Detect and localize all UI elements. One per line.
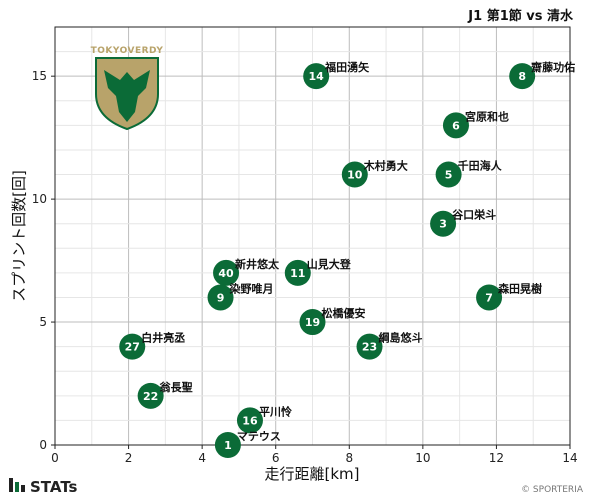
point-label: 染野唯月 — [230, 281, 274, 295]
point-marker — [299, 309, 326, 336]
point-number: 27 — [125, 341, 140, 354]
point-number: 7 — [485, 291, 493, 304]
point-number: 8 — [518, 70, 526, 83]
point-label: 齋藤功佑 — [530, 60, 575, 74]
y-tick-label: 0 — [39, 438, 47, 452]
eagle-icon — [104, 70, 150, 122]
point-label: マテウス — [237, 430, 281, 443]
x-tick-label: 8 — [345, 451, 353, 465]
point-number: 16 — [242, 414, 258, 427]
y-tick-label: 15 — [32, 69, 47, 83]
data-point: 6 宮原和也 — [442, 109, 509, 139]
point-label: 山見大登 — [307, 257, 352, 271]
point-number: 22 — [143, 390, 158, 403]
point-label: 松橋優安 — [322, 306, 366, 320]
team-logo: TOKYOVERDY — [91, 46, 164, 131]
point-label: 谷口栄斗 — [452, 208, 496, 222]
data-point: 3 谷口栄斗 — [430, 208, 496, 237]
point-marker — [430, 210, 457, 237]
y-axis: 0 5 10 15 — [32, 69, 55, 452]
x-axis-title: 走行距離[km] — [264, 465, 359, 483]
point-number: 9 — [217, 291, 225, 304]
stats-logo-icon — [9, 478, 13, 492]
point-marker — [214, 432, 241, 458]
point-label: 木村勇大 — [363, 159, 408, 173]
point-marker — [303, 63, 330, 90]
point-label: 綱島悠斗 — [379, 331, 423, 345]
point-number: 6 — [452, 119, 460, 132]
point-label: 新井悠太 — [235, 257, 280, 271]
point-number: 1 — [224, 439, 232, 452]
y-axis-title: スプリント回数[回] — [10, 170, 28, 302]
stats-brand-text: STATs — [30, 478, 78, 496]
point-marker — [356, 333, 383, 360]
point-marker — [435, 161, 462, 188]
point-marker — [476, 284, 503, 311]
point-number: 19 — [305, 316, 320, 329]
point-label: 白井亮丞 — [141, 331, 185, 345]
y-tick-label: 5 — [39, 315, 47, 329]
point-number: 11 — [290, 267, 305, 280]
point-label: 千田海人 — [458, 159, 503, 173]
point-number: 14 — [309, 70, 325, 83]
point-number: 3 — [439, 218, 447, 231]
point-label: 平川怜 — [259, 404, 292, 418]
y-tick-label: 10 — [32, 192, 47, 206]
chart-title: J1 第1節 vs 清水 — [467, 8, 574, 24]
point-label: 宮原和也 — [465, 109, 509, 123]
data-point: 9 染野唯月 — [207, 281, 274, 311]
point-marker — [284, 259, 311, 286]
x-tick-label: 6 — [272, 451, 280, 465]
point-number: 10 — [347, 169, 363, 182]
data-point: 5 千田海人 — [435, 159, 503, 188]
point-number: 40 — [218, 267, 234, 280]
point-marker — [442, 112, 469, 139]
x-axis: 0 2 4 6 8 10 12 14 — [51, 445, 578, 465]
point-marker — [119, 333, 146, 360]
grid — [54, 26, 571, 446]
plot-frame — [54, 26, 571, 446]
point-marker — [509, 63, 536, 90]
x-tick-label: 0 — [51, 451, 59, 465]
logo-text: TOKYOVERDY — [91, 46, 164, 56]
x-tick-label: 10 — [415, 451, 430, 465]
point-number: 23 — [362, 341, 377, 354]
point-label: 翁長聖 — [160, 380, 193, 394]
point-number: 5 — [445, 169, 453, 182]
copyright: © SPORTERIA — [521, 485, 584, 495]
point-marker — [137, 382, 164, 409]
point-label: 福田湧矢 — [324, 60, 370, 74]
x-tick-label: 4 — [198, 451, 206, 465]
stats-brand: STATs — [9, 478, 78, 496]
x-tick-label: 14 — [562, 451, 577, 465]
x-tick-label: 2 — [125, 451, 133, 465]
data-points: 14福田湧矢8齋藤功佑6宮原和也10木村勇大5千田海人3谷口栄斗40新井悠太11… — [119, 60, 575, 458]
data-point: 7 森田晃樹 — [476, 281, 542, 311]
point-marker — [236, 407, 263, 434]
point-label: 森田晃樹 — [498, 281, 542, 295]
x-tick-label: 12 — [489, 451, 504, 465]
data-point: 8 齋藤功佑 — [509, 60, 575, 90]
point-marker — [207, 284, 234, 311]
point-marker — [213, 259, 240, 286]
point-marker — [341, 161, 368, 188]
data-point: 1 マテウス — [214, 430, 281, 458]
